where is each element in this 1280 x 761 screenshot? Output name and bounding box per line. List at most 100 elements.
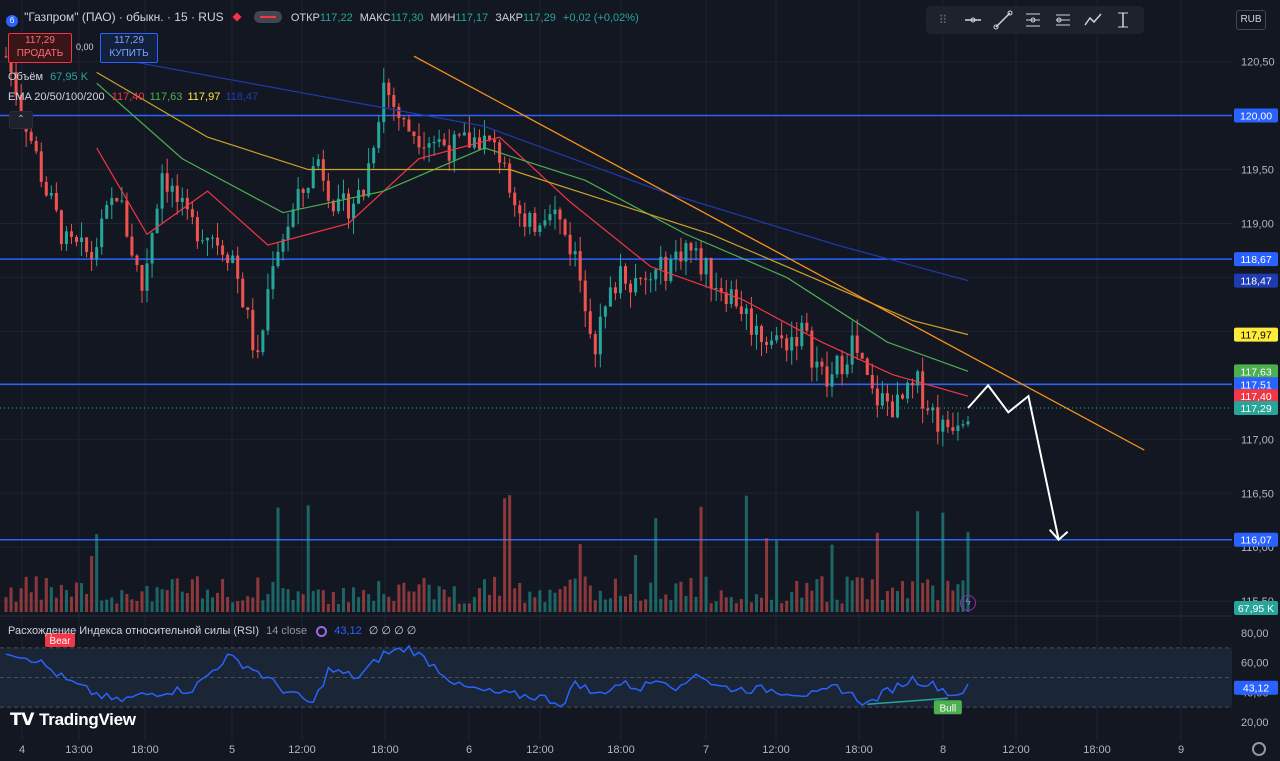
collapse-legend-button[interactable]: ⌃ xyxy=(9,111,33,129)
volume-bar xyxy=(649,582,653,612)
symbol-title[interactable]: "Газпром" (ПАО) · обыкн. · 15 · RUS xyxy=(24,10,224,24)
candle-body xyxy=(256,350,260,353)
candle-body xyxy=(110,198,114,206)
candle-body xyxy=(523,213,527,227)
volume-badge-bg xyxy=(1234,601,1278,615)
candle-body xyxy=(170,185,174,192)
candle-body xyxy=(639,278,643,280)
fib-icon[interactable] xyxy=(1020,7,1046,33)
volume-bar xyxy=(125,594,129,612)
volume-bar xyxy=(699,506,703,612)
rsi-extra: ∅ ∅ ∅ ∅ xyxy=(368,625,417,637)
candle-body xyxy=(85,237,89,253)
sell-button[interactable]: 117,29 ПРОДАТЬ xyxy=(8,33,72,63)
volume-bar xyxy=(759,597,764,612)
ema-legend[interactable]: EMA 20/50/100/200 117,40 117,63 117,97 1… xyxy=(8,91,258,103)
volume-bar xyxy=(785,600,789,612)
volume-bar xyxy=(80,583,84,612)
volume-bar xyxy=(311,591,315,612)
volume-legend[interactable]: Объём 67,95 K xyxy=(8,71,88,83)
volume-bar xyxy=(729,597,733,612)
price-badge-label: 117,97 xyxy=(1240,330,1271,342)
volume-bar xyxy=(724,597,728,612)
volume-bar xyxy=(200,598,204,612)
long-position-icon[interactable] xyxy=(1050,7,1076,33)
volume-bar xyxy=(634,554,638,612)
trendline[interactable] xyxy=(413,55,1145,451)
path-icon[interactable] xyxy=(1080,7,1106,33)
time-axis[interactable]: 4 13:00 18:00 5 12:00 18:00 6 12:00 18:00 7 12:00 1… xyxy=(19,744,1184,756)
candle-body xyxy=(770,340,774,345)
volume-bar xyxy=(593,600,597,612)
tradingview-wordmark: TradingView xyxy=(39,710,136,729)
tradingview-logo[interactable]: 𝗧𝗩 TradingView xyxy=(10,710,136,730)
volume-bar xyxy=(623,596,628,612)
volume-bar xyxy=(966,532,970,612)
volume-bar xyxy=(452,586,456,612)
candle-body xyxy=(306,188,310,193)
candle-body xyxy=(961,424,965,426)
trend-line-icon[interactable] xyxy=(990,7,1016,33)
candle-body xyxy=(64,231,68,244)
volume-bar xyxy=(135,600,139,612)
volume-bar xyxy=(316,589,320,612)
horizontal-line-icon[interactable] xyxy=(960,7,986,33)
flash-icon[interactable]: ϟ xyxy=(960,595,976,611)
volume-bar xyxy=(432,599,436,612)
volume-bar xyxy=(518,582,522,612)
projection-path[interactable] xyxy=(967,383,1069,542)
candle-body xyxy=(618,266,622,294)
volume-bar xyxy=(241,600,245,612)
ema-lines xyxy=(96,60,969,397)
candle-body xyxy=(261,330,265,353)
volume-bar xyxy=(926,579,930,612)
volume-bar xyxy=(457,603,461,612)
settings-icon[interactable] xyxy=(1252,742,1266,756)
drag-handle-icon[interactable]: ⠿ xyxy=(938,13,948,27)
rsi-settings-icon[interactable] xyxy=(316,626,328,637)
volume-bar xyxy=(34,576,38,612)
anchored-vwap-icon[interactable] xyxy=(1110,7,1136,33)
buy-button[interactable]: 117,29 КУПИТЬ xyxy=(100,33,158,63)
volume-bar xyxy=(795,580,799,612)
volume-bar xyxy=(810,590,814,612)
volume-bar xyxy=(936,600,940,612)
candle-body xyxy=(684,243,688,262)
candle-body xyxy=(14,72,18,96)
volume-bar xyxy=(890,587,894,612)
volume-bar xyxy=(341,588,345,612)
volume-bars xyxy=(4,495,970,612)
volume-bar xyxy=(256,577,260,612)
rsi-legend[interactable]: Расхождение Индекса относительной силы (… xyxy=(8,624,416,637)
candle-body xyxy=(885,393,889,402)
candle-body xyxy=(553,209,557,215)
price-badge-label: 118,47 xyxy=(1240,276,1271,288)
volume-bar xyxy=(291,600,295,612)
volume-badge-label: 67,95 K xyxy=(1238,603,1274,615)
candle-body xyxy=(105,205,109,219)
visibility-pill[interactable] xyxy=(253,11,282,23)
horizontal-levels[interactable] xyxy=(0,114,1232,541)
candle-body xyxy=(694,248,698,251)
time-tick-label: 12:00 xyxy=(762,744,790,756)
candle-body xyxy=(533,212,537,232)
rsi-line xyxy=(5,644,969,708)
candle-body xyxy=(155,208,159,234)
volume-bar xyxy=(467,603,471,612)
currency-selector[interactable]: RUB xyxy=(1236,10,1266,30)
volume-bar xyxy=(951,590,955,612)
candle-body xyxy=(870,374,874,389)
candle-body xyxy=(382,82,386,123)
time-tick-label: 18:00 xyxy=(845,744,873,756)
ohlc-open: 117,22 xyxy=(319,12,353,24)
candle-body xyxy=(427,143,431,148)
volume-bar xyxy=(331,591,335,612)
volume-bar xyxy=(210,597,215,612)
candle-body xyxy=(145,263,149,291)
volume-bar xyxy=(875,532,879,612)
volume-bar xyxy=(4,597,8,612)
volume-bar xyxy=(387,596,391,612)
volume-bar xyxy=(563,586,567,612)
volume-bar xyxy=(377,581,381,612)
